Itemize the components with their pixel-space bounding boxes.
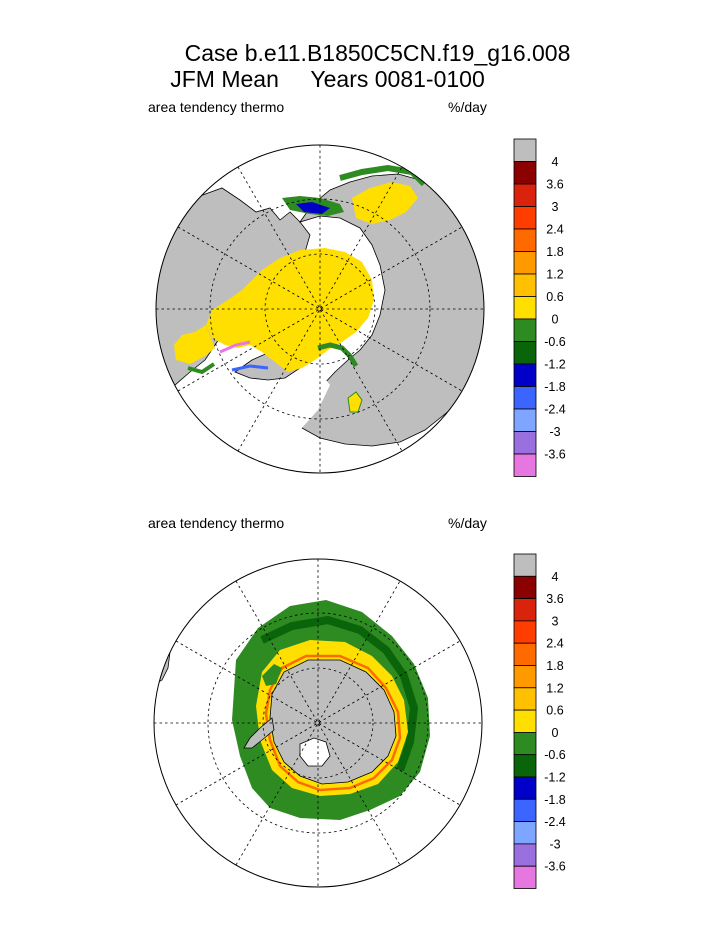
south-graticule — [154, 559, 482, 887]
north-colorbar-box — [513, 363, 537, 387]
north-colorbar-tick-label: 2.4 — [546, 223, 563, 237]
north-colorbar-box — [513, 228, 537, 252]
north-colorbar-box — [513, 138, 537, 162]
south-ice-shelf — [299, 737, 331, 767]
north-colorbar-tick-label: -3.6 — [544, 448, 566, 462]
north-panel-units-label: %/day — [448, 99, 487, 115]
north-colorbar-box — [513, 318, 537, 342]
north-colorbar-tick-label: -2.4 — [544, 403, 566, 417]
south-colorbar-tick-label: -1.8 — [544, 793, 566, 807]
north-polar-map — [155, 144, 485, 474]
south-colorbar-box — [513, 709, 537, 733]
north-colorbar-box — [513, 431, 537, 455]
north-map-border — [155, 144, 485, 474]
south-colorbar-box — [513, 642, 537, 666]
north-colorbar-tick-label: 3.6 — [546, 178, 563, 192]
south-colorbar-box — [513, 798, 537, 822]
south-colorbar-box — [513, 843, 537, 867]
south-land-peninsula — [243, 717, 275, 749]
south-colorbar-box — [513, 575, 537, 599]
south-colorbar-box — [513, 553, 537, 577]
north-colorbar-box — [513, 408, 537, 432]
north-colorbar-box — [513, 296, 537, 320]
north-colorbar-tick-label: -1.8 — [544, 380, 566, 394]
north-open-ocean — [200, 370, 330, 470]
north-margin-bering-dark — [296, 202, 330, 214]
south-colorbar-tick-label: -3 — [549, 837, 560, 851]
south-map-border — [153, 558, 483, 888]
south-colorbar-tick-label: 0.6 — [546, 704, 563, 718]
south-colorbar-tick-label: -2.4 — [544, 815, 566, 829]
figure-title-line2: JFM Mean Years 0081-0100 — [170, 66, 485, 92]
south-colorbar-box — [513, 665, 537, 689]
south-colorbar-box — [513, 821, 537, 845]
south-colorbar-tick-label: 0 — [552, 726, 559, 740]
south-panel-units-label: %/day — [448, 515, 487, 531]
south-colorbar: 4 3.6 3 2.4 1.8 1.2 0.6 0 -0.6 -1.2 -1.8 -2.4 -3 -3.6 — [513, 553, 566, 889]
north-colorbar-tick-label: 0 — [552, 313, 559, 327]
south-seaice-weddell-green — [262, 664, 282, 686]
north-margin-labrador — [231, 364, 269, 372]
south-seaice-orange-rim — [264, 654, 402, 792]
north-margin-atlantic — [317, 342, 359, 368]
south-colorbar-tick-label: -0.6 — [544, 748, 566, 762]
north-colorbar-box — [513, 386, 537, 410]
north-colorbar-tick-label: -0.6 — [544, 335, 566, 349]
south-colorbar-tick-label: 1.8 — [546, 659, 563, 673]
north-colorbar-tick-label: -3 — [549, 425, 560, 439]
south-seaice-darkgreen-band — [260, 615, 419, 772]
north-colorbar-box — [513, 161, 537, 185]
north-seaice-bay — [174, 325, 215, 364]
south-panel-variable-label: area tendency thermo — [148, 515, 285, 531]
north-margin-labrador-pink — [219, 340, 251, 354]
south-colorbar-tick-label: 3.6 — [546, 592, 563, 606]
south-colorbar-tick-label: -1.2 — [544, 771, 566, 785]
north-margin-bay-green — [187, 362, 216, 375]
north-colorbar-tick-label: -1.2 — [544, 358, 566, 372]
north-seaice-okhotsk — [352, 182, 418, 224]
north-colorbar-tick-label: 4 — [552, 155, 559, 169]
north-colorbar-tick-label: 1.8 — [546, 245, 563, 259]
south-colorbar-tick-label: 2.4 — [546, 637, 563, 651]
north-colorbar-box — [513, 453, 537, 477]
north-colorbar-box — [513, 273, 537, 297]
south-colorbar-box — [513, 754, 537, 778]
north-colorbar-box — [513, 183, 537, 207]
north-graticule — [156, 145, 484, 473]
south-colorbar-tick-label: 4 — [552, 570, 559, 584]
north-margin-baltic — [347, 391, 363, 413]
south-colorbar-box — [513, 732, 537, 756]
south-colorbar-tick-label: -3.6 — [544, 860, 566, 874]
south-colorbar-box — [513, 865, 537, 889]
north-colorbar-tick-label: 0.6 — [546, 290, 563, 304]
north-colorbar: 4 3.6 3 2.4 1.8 1.2 0.6 0 -0.6 -1.2 -1.8 -2.4 -3 -3.6 — [513, 138, 566, 477]
south-colorbar-box — [513, 620, 537, 644]
south-colorbar-tick-label: 3 — [552, 614, 559, 628]
south-colorbar-box — [513, 776, 537, 800]
south-colorbar-tick-label: 1.2 — [546, 681, 563, 695]
north-colorbar-box — [513, 206, 537, 230]
south-polar-map — [153, 558, 483, 888]
north-colorbar-tick-label: 3 — [552, 200, 559, 214]
south-colorbar-box — [513, 598, 537, 622]
figure-title-line1: Case b.e11.B1850C5CN.f19_g16.008 — [184, 40, 571, 66]
north-panel-variable-label: area tendency thermo — [148, 99, 285, 115]
south-colorbar-box — [513, 687, 537, 711]
north-colorbar-box — [513, 341, 537, 365]
north-colorbar-box — [513, 251, 537, 275]
north-colorbar-tick-label: 1.2 — [546, 268, 563, 282]
